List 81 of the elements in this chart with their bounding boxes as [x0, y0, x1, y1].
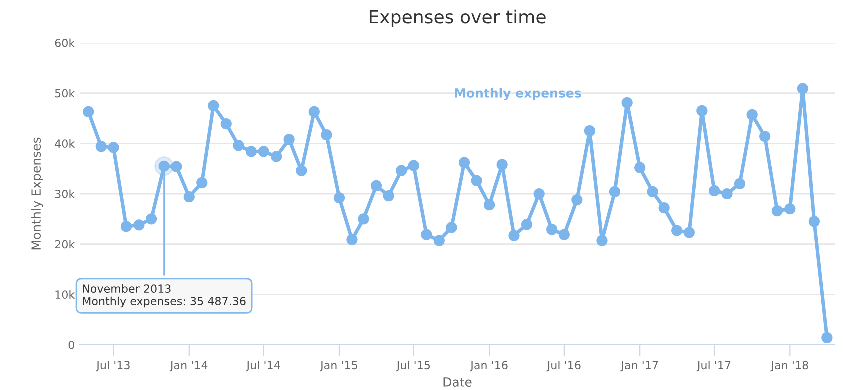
point [334, 192, 346, 204]
point [784, 204, 796, 215]
point [370, 180, 382, 192]
point [596, 235, 608, 246]
point [508, 230, 520, 242]
point [658, 202, 670, 214]
point [496, 159, 508, 170]
point [208, 100, 220, 112]
point [271, 151, 282, 162]
point [96, 141, 107, 152]
point [672, 225, 683, 236]
point [184, 191, 195, 203]
point [534, 188, 545, 200]
point [708, 185, 720, 197]
point [358, 214, 370, 225]
point [458, 157, 470, 168]
point [108, 142, 120, 154]
point [233, 140, 244, 152]
y-tick-label: 30k [55, 190, 76, 198]
point [146, 214, 158, 225]
chart-title: Expenses over time [370, 10, 546, 28]
point [746, 109, 758, 121]
point [220, 118, 232, 130]
point [346, 234, 358, 246]
x-tick-label: Jan '16 [470, 361, 508, 372]
x-tick-label: Jan '17 [620, 361, 658, 372]
point [296, 165, 308, 176]
point [246, 146, 258, 158]
point [446, 222, 458, 234]
point [772, 206, 783, 217]
x-tick-label: Jul '16 [546, 360, 581, 372]
point [684, 227, 695, 238]
y-axis-title: Monthly Expenses [31, 138, 44, 250]
point [434, 235, 445, 246]
point [471, 175, 482, 186]
point [284, 134, 295, 146]
point [396, 165, 408, 176]
point [308, 106, 320, 118]
point [558, 229, 570, 240]
point [196, 177, 208, 188]
point [572, 194, 583, 206]
y-tick-label: 20k [55, 240, 76, 249]
point [634, 162, 646, 174]
point [647, 186, 658, 198]
point [421, 229, 432, 240]
point [321, 130, 332, 141]
point [408, 160, 420, 172]
point [258, 146, 270, 158]
point [808, 216, 820, 228]
point [383, 190, 394, 202]
point [546, 224, 558, 236]
point [734, 178, 746, 190]
point [622, 97, 633, 108]
y-tick-label: 10k [56, 290, 76, 300]
x-tick-label: Jul '13 [96, 360, 130, 372]
point [120, 221, 132, 232]
y-tick-label: 60k [55, 38, 76, 48]
annotation: November 2013 Monthly expenses: 35 487.36 [83, 284, 246, 308]
x-tick-label: Jan '14 [170, 361, 208, 372]
point [584, 126, 596, 137]
point [134, 220, 145, 231]
x-tick-label: Jan '18 [770, 361, 808, 372]
point [797, 83, 808, 94]
x-tick-label: Jul '17 [696, 360, 731, 372]
point [609, 186, 621, 198]
point [171, 161, 182, 172]
x-tick-label: Jan '15 [320, 361, 358, 372]
x-tick-label: Jul '15 [396, 360, 430, 372]
point [521, 219, 533, 230]
y-tick-label: 40k [55, 139, 76, 148]
x-tick-label: Jul '14 [246, 360, 280, 372]
point [822, 332, 833, 344]
text: Monthly expenses [455, 88, 582, 100]
x-axis-title: Date [444, 378, 472, 387]
point [760, 131, 771, 142]
point [484, 200, 496, 211]
point [696, 105, 708, 117]
y-tick-label: 50k [55, 89, 76, 98]
y-tick-label: 0 [68, 340, 74, 350]
point [722, 188, 733, 200]
point [83, 106, 94, 118]
